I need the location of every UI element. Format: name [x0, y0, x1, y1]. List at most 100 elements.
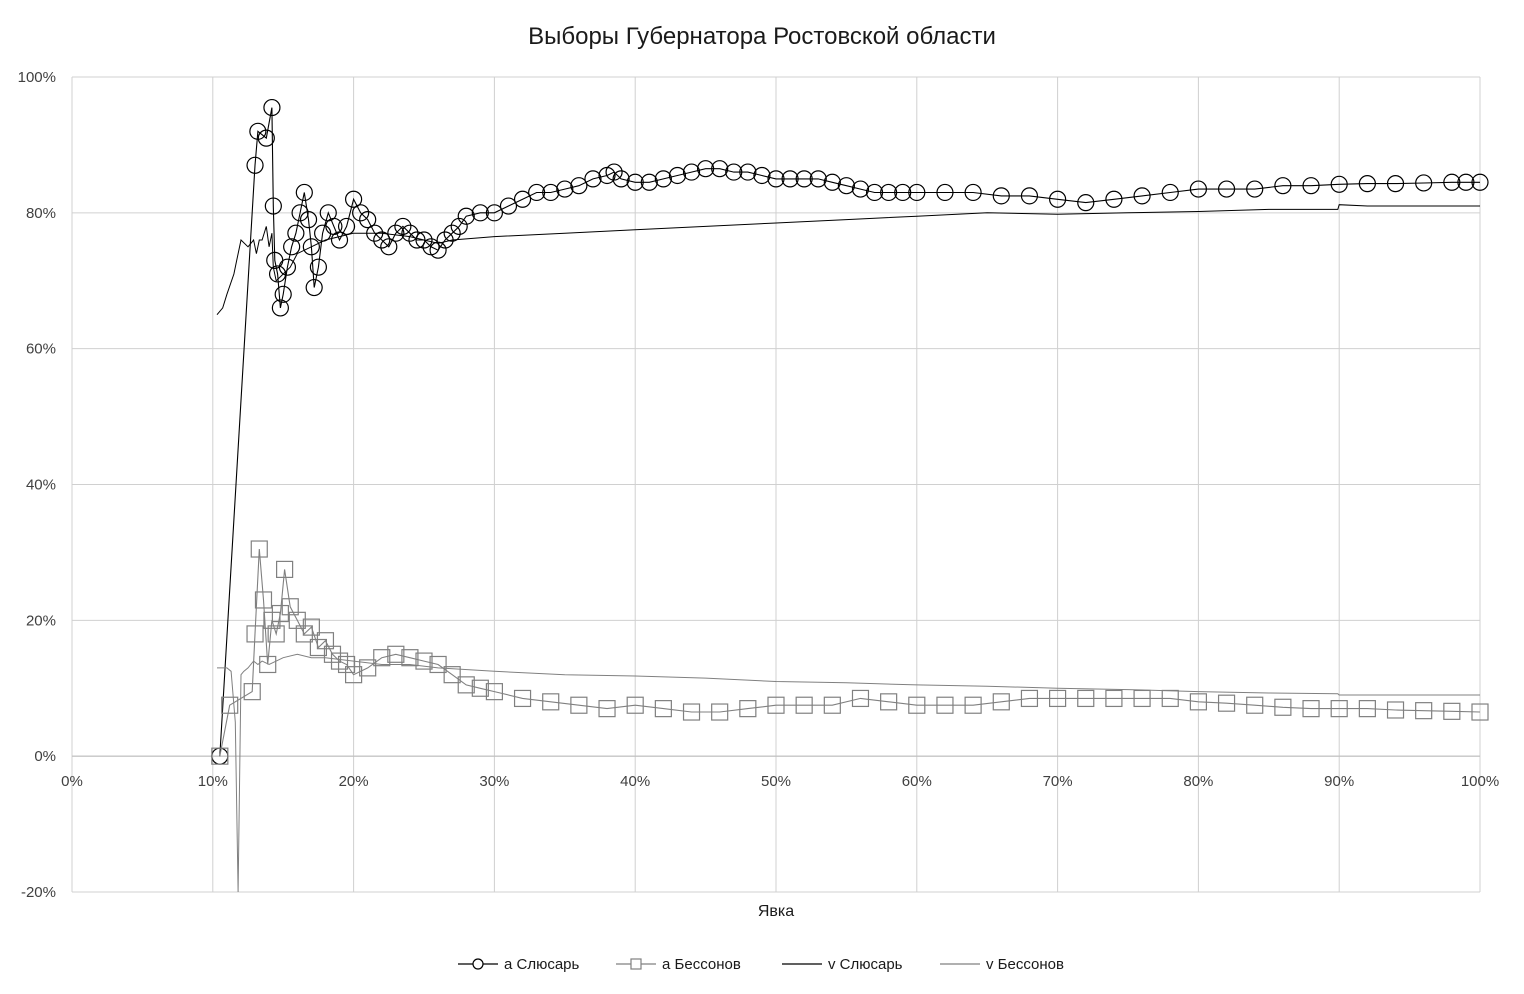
- data-point: [1246, 180, 1264, 198]
- data-point: [542, 693, 560, 711]
- y-tick-label: -20%: [21, 884, 56, 901]
- data-point: [1217, 180, 1236, 198]
- data-point: [1077, 689, 1095, 708]
- y-axis-ticks: -20% 0% 20% 40% 60% 80% 100%: [18, 69, 56, 901]
- data-point: [401, 649, 419, 667]
- data-point: [330, 652, 349, 670]
- data-point: [1189, 180, 1208, 198]
- data-point: [221, 696, 239, 714]
- data-point: [1020, 187, 1039, 205]
- data-point: [654, 170, 672, 188]
- data-point: [302, 618, 320, 636]
- data-point: [401, 224, 419, 242]
- data-point: [345, 190, 363, 208]
- x-tick-label: 70%: [1043, 773, 1073, 790]
- data-point: [1217, 694, 1236, 712]
- data-point: [1048, 190, 1067, 208]
- chart-title: Выборы Губернатора Ростовской области: [528, 23, 996, 50]
- data-point: [274, 285, 292, 303]
- data-point: [276, 560, 294, 578]
- data-point: [964, 183, 982, 202]
- data-point: [1189, 693, 1208, 711]
- data-point: [711, 160, 729, 178]
- data-point: [295, 625, 313, 643]
- series-line: [219, 548, 1481, 757]
- data-point: [1274, 177, 1292, 195]
- data-point: [499, 197, 518, 215]
- data-point: [1415, 174, 1433, 192]
- data-point: [1274, 698, 1292, 716]
- data-point: [1105, 689, 1123, 708]
- data-point: [711, 703, 729, 721]
- data-point: [1246, 696, 1264, 714]
- x-tick-label: 30%: [479, 773, 509, 790]
- data-point: [302, 238, 320, 256]
- data-point: [767, 170, 785, 188]
- legend-item: v Бессонов: [940, 956, 1064, 973]
- data-point: [528, 183, 546, 202]
- data-point: [288, 611, 306, 629]
- data-point: [1358, 700, 1376, 718]
- data-point: [457, 207, 475, 225]
- data-point: [1133, 187, 1151, 205]
- data-point: [992, 187, 1010, 205]
- data-point: [373, 231, 391, 249]
- data-point: [415, 231, 433, 249]
- x-tick-label: 10%: [198, 773, 228, 790]
- x-tick-label: 50%: [761, 773, 791, 790]
- data-point: [1471, 703, 1489, 721]
- data-point: [352, 204, 370, 222]
- legend-item: a Слюсарь: [458, 956, 580, 973]
- data-point: [330, 231, 349, 249]
- series-line: [219, 107, 1480, 757]
- data-point: [359, 659, 377, 677]
- x-tick-label: 60%: [902, 773, 932, 790]
- data-point: [263, 98, 281, 117]
- data-point: [1443, 173, 1461, 191]
- data-point: [287, 224, 305, 242]
- data-point: [1443, 702, 1461, 720]
- data-point: [936, 183, 954, 202]
- data-point: [739, 700, 757, 718]
- data-point: [394, 217, 412, 236]
- gridlines: [71, 76, 1481, 893]
- data-point: [823, 173, 841, 191]
- data-point: [605, 163, 623, 181]
- data-point: [1105, 190, 1123, 208]
- plot-series: [211, 98, 1489, 893]
- data-point: [246, 156, 264, 174]
- data-point: [1330, 175, 1348, 193]
- data-point: [309, 638, 327, 657]
- data-point: [851, 180, 870, 198]
- data-point: [894, 183, 912, 202]
- data-point: [429, 241, 447, 259]
- data-point: [682, 703, 701, 721]
- data-point: [299, 211, 318, 229]
- data-point: [570, 696, 588, 714]
- data-point: [1386, 701, 1405, 719]
- data-point: [668, 166, 687, 185]
- data-point: [1330, 700, 1348, 718]
- data-point: [654, 700, 672, 718]
- data-point: [305, 278, 323, 297]
- data-point: [908, 696, 926, 714]
- data-point: [267, 625, 285, 643]
- legend: a Слюсарь a Бессонов v Слюсарь v Бессонов: [458, 956, 1064, 973]
- data-point: [739, 163, 757, 181]
- data-point: [1302, 177, 1320, 195]
- data-point: [880, 183, 898, 202]
- data-point: [443, 666, 461, 684]
- data-point: [1358, 175, 1376, 193]
- x-tick-label: 0%: [61, 773, 83, 790]
- data-point: [415, 652, 433, 670]
- data-point: [570, 177, 588, 195]
- y-tick-label: 40%: [26, 477, 56, 494]
- data-point: [450, 217, 468, 236]
- data-point: [1386, 175, 1405, 193]
- data-point: [1048, 689, 1067, 708]
- data-point: [471, 679, 489, 697]
- data-point: [337, 655, 356, 674]
- data-point: [323, 645, 342, 663]
- data-point: [598, 700, 616, 718]
